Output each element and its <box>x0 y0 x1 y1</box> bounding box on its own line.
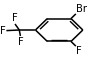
Text: F: F <box>76 46 81 56</box>
Text: F: F <box>0 26 6 36</box>
Text: F: F <box>12 13 18 23</box>
Text: Br: Br <box>76 4 87 14</box>
Text: F: F <box>17 37 23 47</box>
